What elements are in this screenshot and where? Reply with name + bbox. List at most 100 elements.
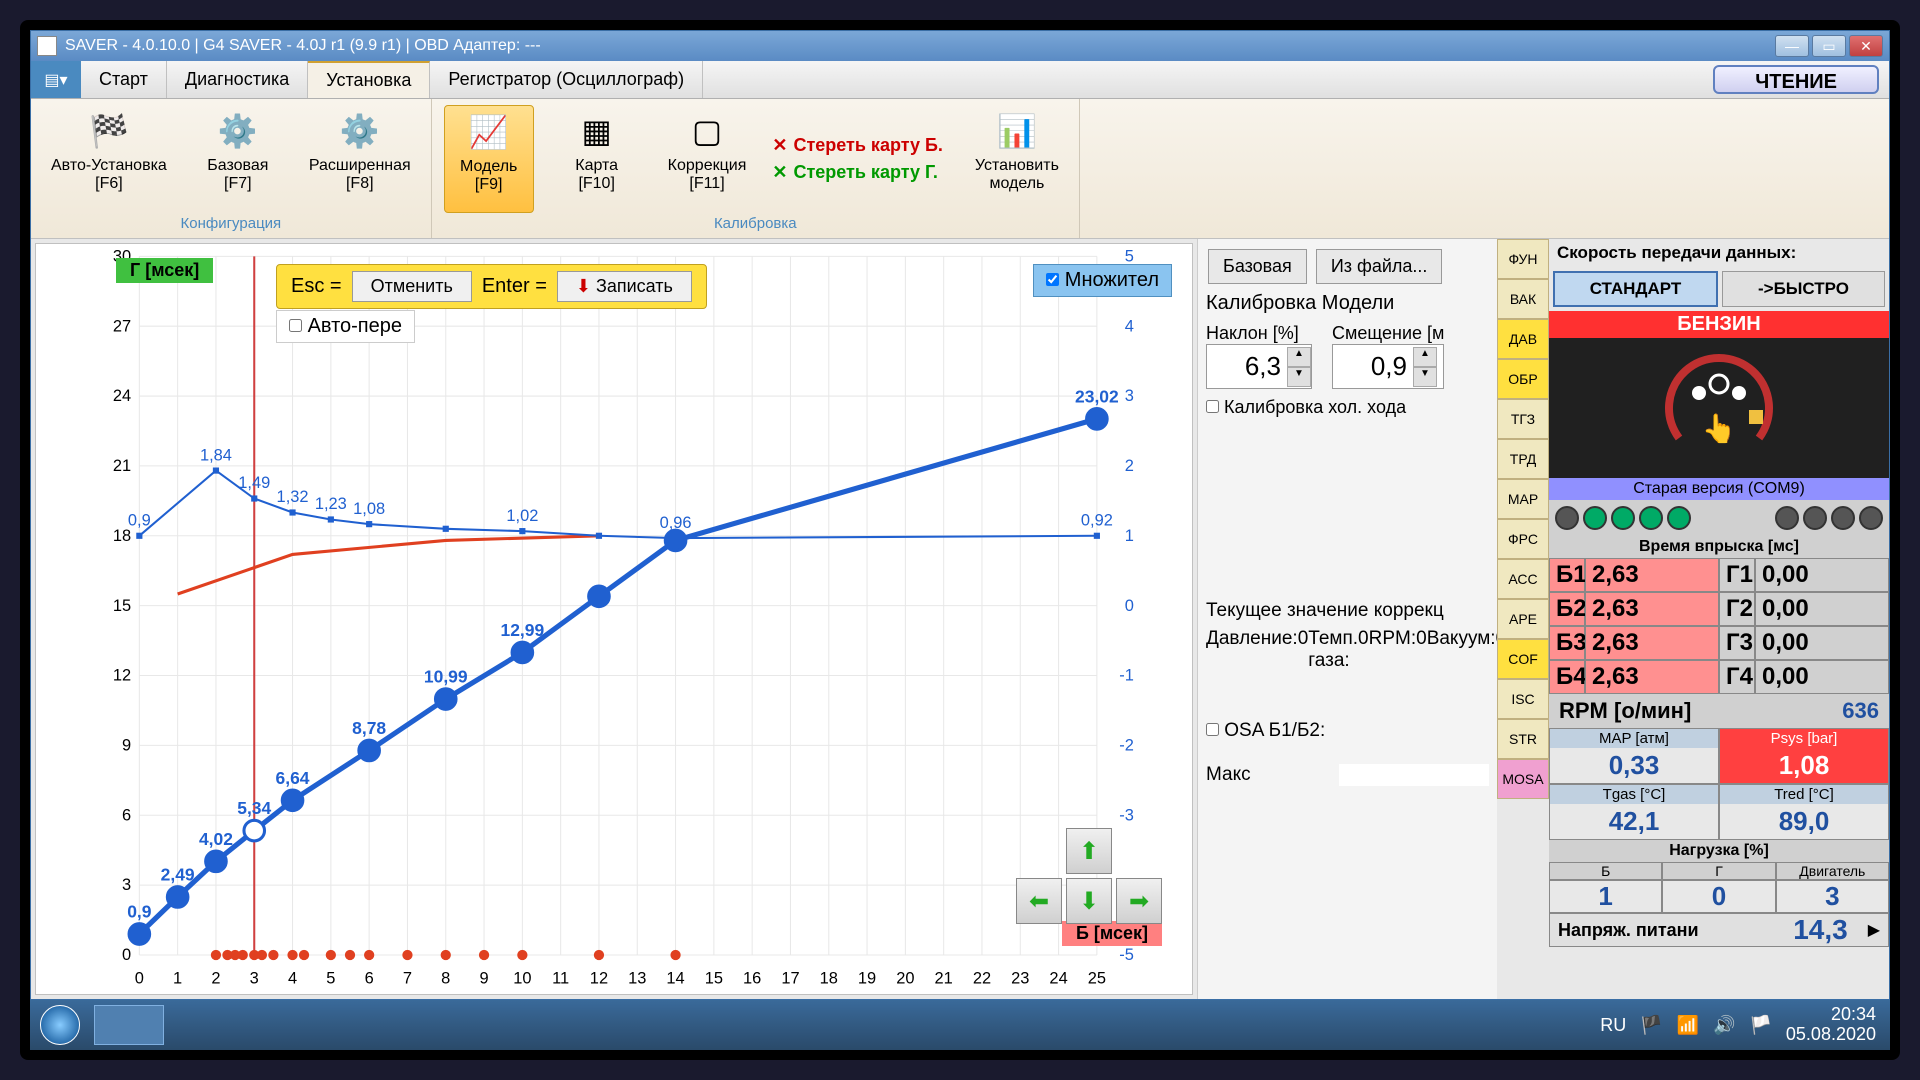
arrow-up[interactable]: ⬆ [1066,828,1112,874]
spin-up[interactable]: ▲ [1287,347,1311,367]
load-readout: БГДвигатель 103 [1549,862,1889,913]
speed-standard[interactable]: СТАНДАРТ [1553,271,1718,307]
grid-icon: ▦ [575,109,619,153]
version-label: Старая версия (COM9) [1549,478,1889,500]
auto-checkbox[interactable]: Авто-пере [276,310,415,343]
tab-registrator[interactable]: Регистратор (Осциллограф) [430,61,703,98]
chart-icon: 📈 [467,110,511,154]
tab-install[interactable]: Установка [308,61,430,98]
spin-down[interactable]: ▼ [1413,367,1437,387]
side-tab-трд[interactable]: ТРД [1497,439,1549,479]
btn-map[interactable]: ▦Карта [F10] [552,105,642,213]
injection-times: Б12,63Г10,00 Б22,63Г20,00 Б32,63Г30,00 Б… [1549,558,1889,694]
svg-text:1,23: 1,23 [315,495,347,513]
right-panel: Скорость передачи данных: СТАНДАРТ ->БЫС… [1549,239,1889,999]
side-tab-фрс[interactable]: ФРС [1497,519,1549,559]
arrow-pad: ⬆ ⬅ ⬇ ➡ [1016,828,1162,924]
side-tab-cof[interactable]: COF [1497,639,1549,679]
svg-text:9: 9 [479,970,488,988]
btn-base-config[interactable]: ⚙️Базовая [F7] [193,105,283,213]
btn-ext-config[interactable]: ⚙️Расширенная [F8] [301,105,419,213]
read-button[interactable]: ЧТЕНИЕ [1713,65,1879,94]
svg-text:27: 27 [113,317,131,335]
clock[interactable]: 20:3405.08.2020 [1786,1005,1876,1045]
spin-up[interactable]: ▲ [1413,347,1437,367]
psys-readout: Psys [bar]1,08 [1719,728,1889,784]
gear-icon: ⚙️ [338,109,382,153]
window-title: SAVER - 4.0.10.0 | G4 SAVER - 4.0J r1 (9… [65,37,541,55]
tab-diagnostics[interactable]: Диагностика [167,61,308,98]
arrow-right[interactable]: ➡ [1116,878,1162,924]
from-file-button[interactable]: Из файла... [1316,249,1443,284]
side-tab-фун[interactable]: ФУН [1497,239,1549,279]
side-tab-обр[interactable]: ОБР [1497,359,1549,399]
fuel-mode: БЕНЗИН [1549,311,1889,338]
side-tab-мар[interactable]: МАР [1497,479,1549,519]
arrow-down[interactable]: ⬇ [1066,878,1112,924]
group-config-label: Конфигурация [43,213,419,232]
btn-auto-install[interactable]: 🏁Авто-Установка [F6] [43,105,175,213]
svg-text:1,08: 1,08 [353,500,385,518]
tray-action-icon[interactable]: 🏳️ [1749,1015,1771,1036]
tray-flag-icon[interactable]: 🏴 [1640,1015,1662,1036]
svg-text:25: 25 [1088,970,1106,988]
svg-text:24: 24 [1049,970,1067,988]
close-button[interactable]: ✕ [1849,35,1883,57]
svg-text:3: 3 [250,970,259,988]
svg-text:-2: -2 [1119,737,1134,755]
btn-correction[interactable]: ▢Коррекция [F11] [660,105,755,213]
arrow-left[interactable]: ⬅ [1016,878,1062,924]
speed-fast[interactable]: ->БЫСТРО [1722,271,1885,307]
tray-network-icon[interactable]: 📶 [1677,1015,1699,1036]
taskbar-app[interactable] [94,1005,164,1045]
cancel-button[interactable]: Отменить [352,271,472,302]
side-tab-аре[interactable]: АРЕ [1497,599,1549,639]
selector-gauge[interactable]: 👆 [1549,338,1889,478]
svg-text:0,9: 0,9 [127,902,152,922]
btn-set-model[interactable]: 📊Установить модель [967,105,1067,213]
side-tab-mosa[interactable]: MOSA [1497,759,1549,799]
tgas-readout: Tgas [°C]42,1 [1549,784,1719,840]
map-readout: MAP [атм]0,33 [1549,728,1719,784]
cold-calib-checkbox[interactable]: Калибровка хол. хода [1206,397,1406,417]
flag-icon: 🏁 [87,109,131,153]
svg-text:21: 21 [113,457,131,475]
y-axis-label: Г [мсек] [116,258,213,283]
max-input[interactable] [1339,764,1489,786]
write-button[interactable]: ⬇ Записать [557,271,692,302]
tab-start[interactable]: Старт [81,61,167,98]
btn-erase-g[interactable]: ✕Стереть карту Г. [772,162,949,183]
svg-text:-1: -1 [1119,667,1134,685]
svg-text:0,92: 0,92 [1081,512,1113,530]
side-tab-str[interactable]: STR [1497,719,1549,759]
svg-text:-3: -3 [1119,806,1134,824]
side-tab-тгз[interactable]: ТГЗ [1497,399,1549,439]
app-window: SAVER - 4.0.10.0 | G4 SAVER - 4.0J r1 (9… [30,30,1890,1000]
osa-checkbox[interactable]: OSA Б1/Б2: [1206,720,1325,741]
menu-dropdown[interactable]: ▤▾ [31,61,81,98]
svg-text:7: 7 [403,970,412,988]
spin-down[interactable]: ▼ [1287,367,1311,387]
tray-volume-icon[interactable]: 🔊 [1713,1015,1735,1036]
btn-model[interactable]: 📈Модель [F9] [444,105,534,213]
base-button[interactable]: Базовая [1208,249,1307,284]
side-tab-асс[interactable]: АСС [1497,559,1549,599]
svg-text:20: 20 [896,970,914,988]
windows-orb-icon [40,1005,80,1045]
start-button[interactable] [30,1000,90,1050]
multiplier-checkbox[interactable]: Множител [1033,264,1172,297]
offset-spinner[interactable]: ▲▼ [1332,344,1444,389]
side-tab-isc[interactable]: ISC [1497,679,1549,719]
svg-text:8: 8 [441,970,450,988]
side-tab-вак[interactable]: ВАК [1497,279,1549,319]
svg-text:12: 12 [113,667,131,685]
slope-spinner[interactable]: ▲▼ [1206,344,1312,389]
maximize-button[interactable]: ▭ [1812,35,1846,57]
side-tab-дав[interactable]: ДАВ [1497,319,1549,359]
svg-text:18: 18 [820,970,838,988]
minimize-button[interactable]: — [1775,35,1809,57]
language-indicator[interactable]: RU [1600,1015,1626,1036]
btn-erase-b[interactable]: ✕Стереть карту Б. [772,135,949,156]
svg-text:23,02: 23,02 [1075,386,1119,406]
svg-text:1: 1 [173,970,182,988]
